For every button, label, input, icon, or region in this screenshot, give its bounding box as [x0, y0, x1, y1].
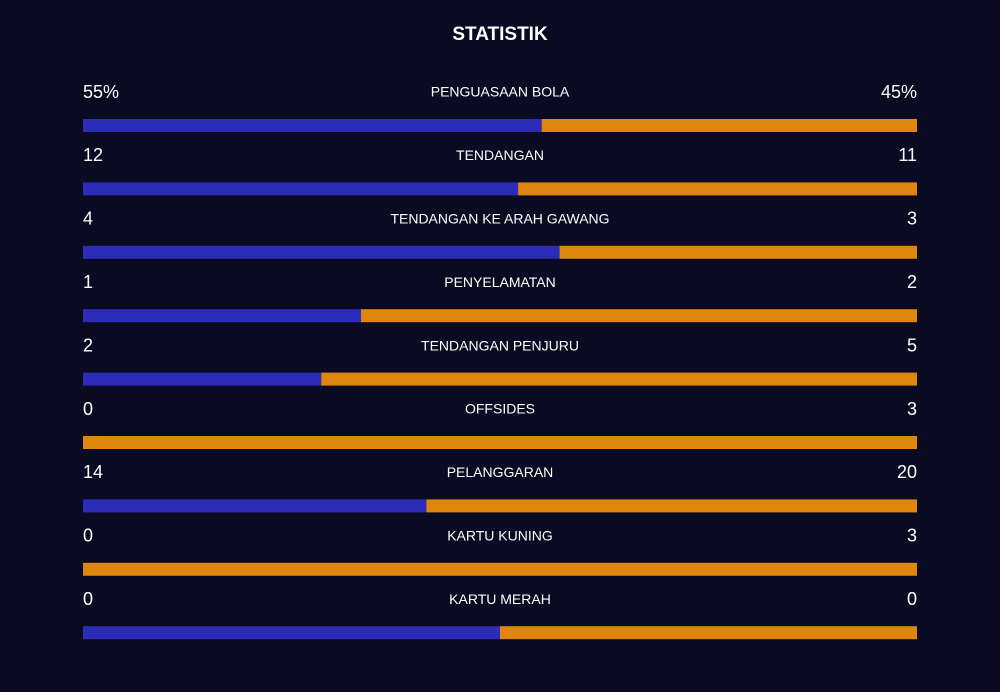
right-value: 0	[907, 589, 917, 609]
right-value: 3	[907, 526, 917, 546]
right-bar	[541, 119, 917, 132]
left-bar	[83, 309, 361, 323]
stat-label: PENGUASAAN BOLA	[431, 84, 570, 100]
right-bar	[426, 499, 917, 513]
stat-label: TENDANGAN	[456, 147, 544, 163]
right-bar	[321, 372, 917, 386]
left-bar	[83, 119, 542, 132]
right-bar	[500, 626, 917, 640]
left-value: 14	[83, 462, 103, 482]
stat-label: PENYELAMATAN	[444, 274, 556, 290]
left-value: 2	[83, 335, 93, 355]
left-value: 1	[83, 272, 93, 292]
stat-label: KARTU MERAH	[449, 591, 551, 607]
right-value: 5	[907, 335, 917, 355]
stat-label: TENDANGAN PENJURU	[421, 337, 579, 353]
left-bar	[83, 626, 500, 640]
right-bar	[361, 309, 917, 323]
stat-label: TENDANGAN KE ARAH GAWANG	[390, 211, 609, 227]
right-value: 3	[907, 209, 917, 229]
left-bar	[83, 499, 427, 513]
right-bar	[83, 436, 917, 449]
right-value: 11	[898, 145, 917, 165]
left-bar	[83, 372, 322, 386]
left-value: 4	[83, 209, 93, 229]
left-value: 12	[83, 145, 103, 165]
right-value: 45%	[881, 82, 917, 102]
left-bar	[83, 182, 519, 196]
right-bar	[83, 562, 917, 576]
title: STATISTIK	[452, 24, 548, 45]
left-value: 55%	[83, 82, 119, 102]
right-value: 20	[897, 462, 917, 482]
right-bar	[518, 182, 917, 196]
stat-label: KARTU KUNING	[447, 528, 553, 544]
left-value: 0	[83, 399, 93, 419]
right-value: 2	[907, 272, 917, 292]
stat-label: OFFSIDES	[465, 401, 535, 417]
left-bar	[83, 245, 560, 259]
left-value: 0	[83, 526, 93, 546]
left-value: 0	[83, 589, 93, 609]
right-value: 3	[907, 399, 917, 419]
stat-label: PELANGGARAN	[447, 464, 554, 480]
right-bar	[559, 245, 917, 259]
